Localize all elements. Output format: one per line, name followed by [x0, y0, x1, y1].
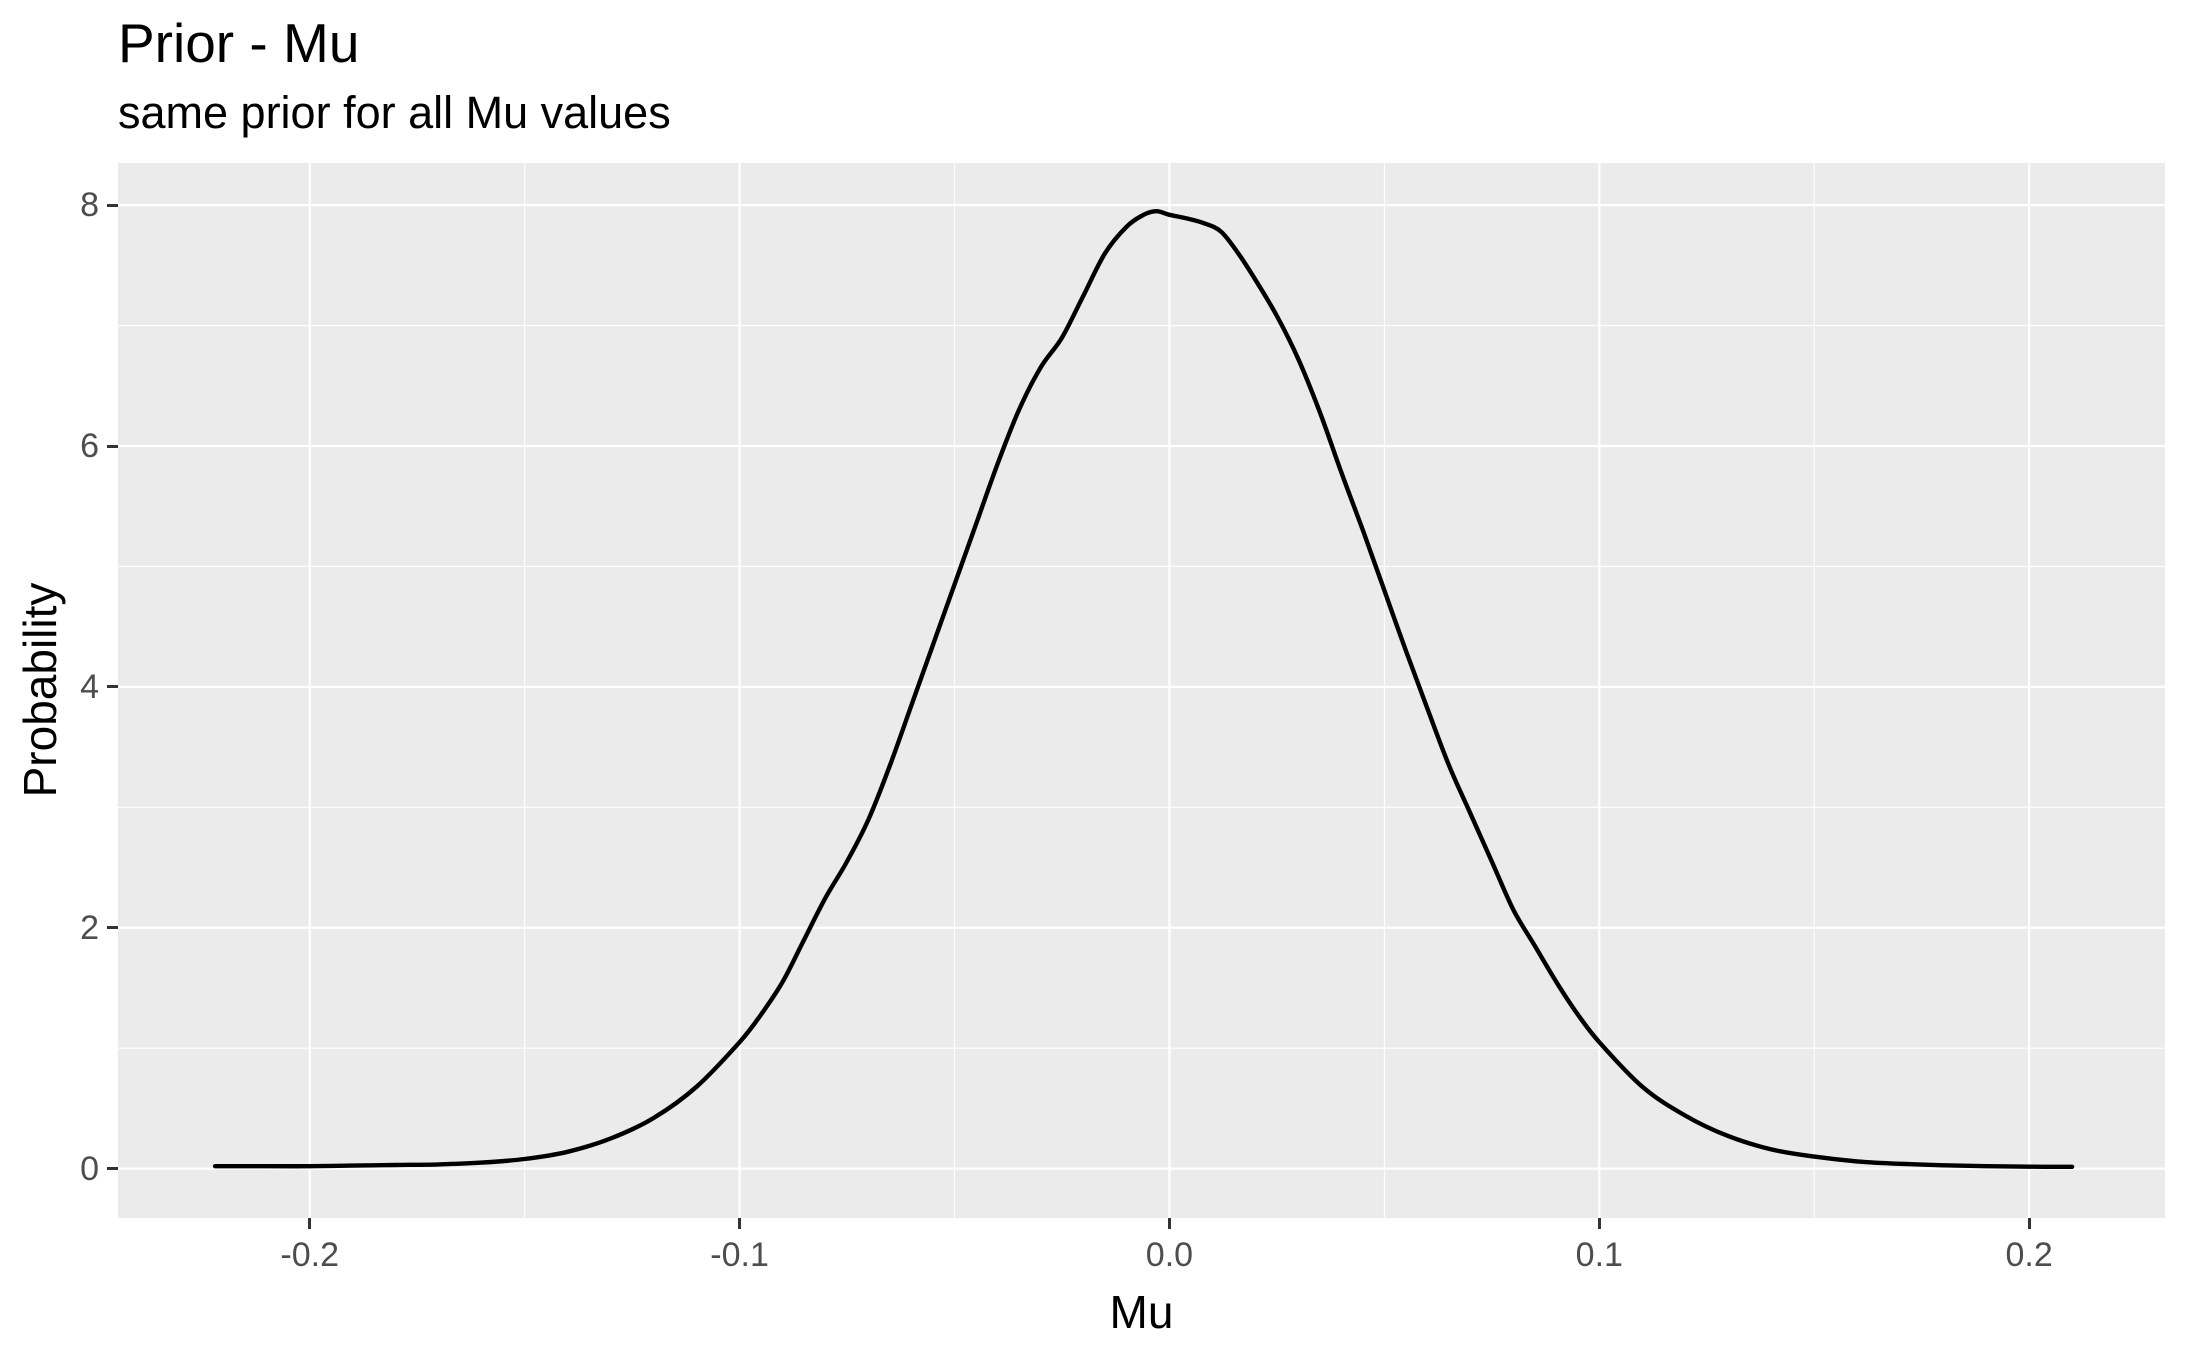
chart-canvas	[118, 163, 2165, 1218]
y-tick-mark	[107, 444, 118, 448]
y-tick-mark	[107, 926, 118, 930]
y-tick-label: 4	[80, 667, 99, 706]
plot-subtitle: same prior for all Mu values	[118, 87, 671, 138]
y-tick-label: 2	[80, 908, 99, 947]
y-tick-label: 0	[80, 1149, 99, 1188]
x-tick-mark	[738, 1218, 742, 1229]
x-tick-label: 0.0	[1145, 1236, 1194, 1274]
x-tick-mark	[1597, 1218, 1601, 1229]
y-tick-mark	[107, 1167, 118, 1171]
x-tick-label: 0.2	[2005, 1236, 2053, 1274]
y-tick-mark	[107, 203, 118, 207]
x-tick-label: -0.1	[710, 1236, 769, 1274]
x-axis-title: Mu	[1109, 1286, 1174, 1338]
y-tick-mark	[107, 685, 118, 689]
x-tick-label: 0.1	[1575, 1236, 1623, 1274]
x-tick-mark	[308, 1218, 312, 1229]
density-line	[212, 209, 2075, 1169]
y-axis-title: Probability	[14, 582, 66, 798]
x-tick-mark	[2027, 1218, 2031, 1229]
plot-panel	[118, 163, 2165, 1218]
y-tick-label: 6	[80, 427, 99, 466]
y-tick-label: 8	[80, 186, 99, 225]
x-tick-mark	[1167, 1218, 1171, 1229]
plot-title: Prior - Mu	[118, 12, 360, 74]
x-tick-label: -0.2	[280, 1236, 339, 1274]
